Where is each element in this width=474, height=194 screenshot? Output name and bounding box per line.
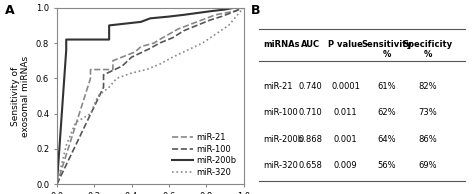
- Text: 64%: 64%: [377, 135, 396, 144]
- Text: 61%: 61%: [377, 82, 396, 91]
- Text: 0.001: 0.001: [334, 135, 357, 144]
- Text: 0.740: 0.740: [299, 82, 322, 91]
- Text: 73%: 73%: [418, 108, 437, 117]
- Text: AUC: AUC: [301, 40, 320, 48]
- Text: A: A: [5, 4, 14, 17]
- Y-axis label: Sensitivity of
exosomal miRNAs: Sensitivity of exosomal miRNAs: [11, 55, 30, 137]
- Text: 0.0001: 0.0001: [331, 82, 360, 91]
- Text: miRNAs: miRNAs: [264, 40, 300, 48]
- Text: 0.658: 0.658: [299, 161, 322, 170]
- Text: 0.868: 0.868: [299, 135, 322, 144]
- Text: 56%: 56%: [377, 161, 396, 170]
- Text: B: B: [251, 4, 261, 17]
- Legend: miR-21, miR-100, miR-200b, miR-320: miR-21, miR-100, miR-200b, miR-320: [168, 130, 239, 180]
- Text: 0.710: 0.710: [299, 108, 322, 117]
- Text: 69%: 69%: [418, 161, 437, 170]
- Text: 62%: 62%: [377, 108, 396, 117]
- Text: 82%: 82%: [418, 82, 437, 91]
- Text: 0.011: 0.011: [334, 108, 357, 117]
- Text: Sensitivity
%: Sensitivity %: [361, 40, 412, 59]
- Text: miR-100: miR-100: [264, 108, 298, 117]
- Text: P value: P value: [328, 40, 363, 48]
- Text: miR-200b: miR-200b: [264, 135, 303, 144]
- Text: 0.009: 0.009: [334, 161, 357, 170]
- Text: miR-21: miR-21: [264, 82, 293, 91]
- Text: Specificity
%: Specificity %: [402, 40, 453, 59]
- Text: miR-320: miR-320: [264, 161, 298, 170]
- Text: 86%: 86%: [418, 135, 437, 144]
